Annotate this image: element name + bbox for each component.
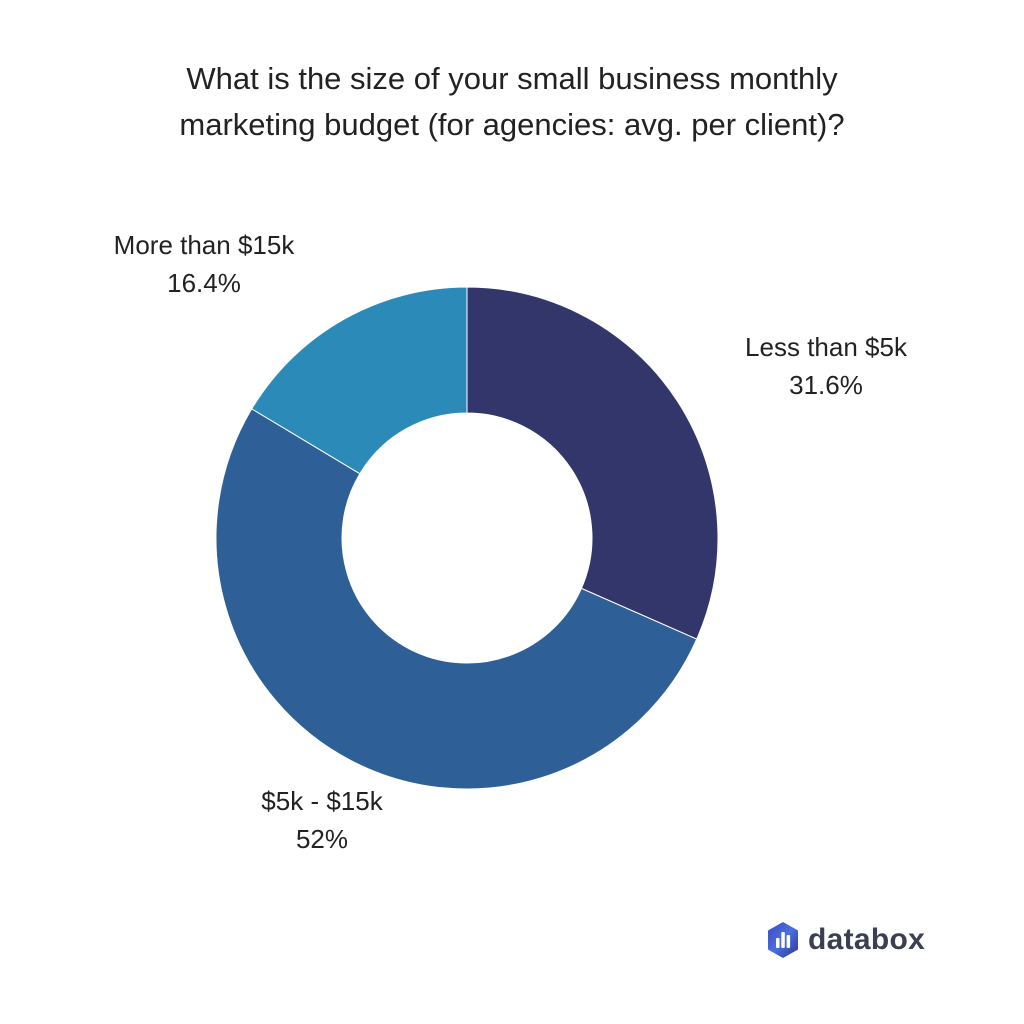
databox-wordmark: databox	[808, 923, 926, 956]
donut-slice-more-than-15k	[251, 286, 468, 475]
slice-label-less-than-5k: Less than $5k 31.6%	[745, 328, 907, 404]
databox-logo-icon	[768, 922, 798, 958]
databox-logo: databox	[766, 920, 925, 960]
donut-slice-5k-15k	[215, 408, 698, 790]
donut-slice-less-than-5k	[466, 286, 719, 640]
slice-label-5k-15k-value: 52%	[295, 824, 349, 854]
slice-label-less-than-5k-value: 31.6%	[789, 370, 863, 400]
slice-label-5k-15k: $5k - $15k 52%	[261, 782, 382, 858]
slice-label-less-than-5k-name: Less than $5k	[745, 332, 907, 362]
slice-label-more-than-15k-value: 16.4%	[167, 268, 241, 298]
slice-label-more-than-15k: More than $15k 16.4%	[114, 226, 295, 302]
chart-title-line-1: What is the size of your small business …	[186, 61, 838, 96]
chart-title: What is the size of your small business …	[60, 56, 964, 148]
slice-label-more-than-15k-name: More than $15k	[113, 230, 295, 260]
slice-label-5k-15k-name: $5k - $15k	[261, 786, 383, 816]
chart-title-line-2: marketing budget (for agencies: avg. per…	[179, 107, 845, 142]
